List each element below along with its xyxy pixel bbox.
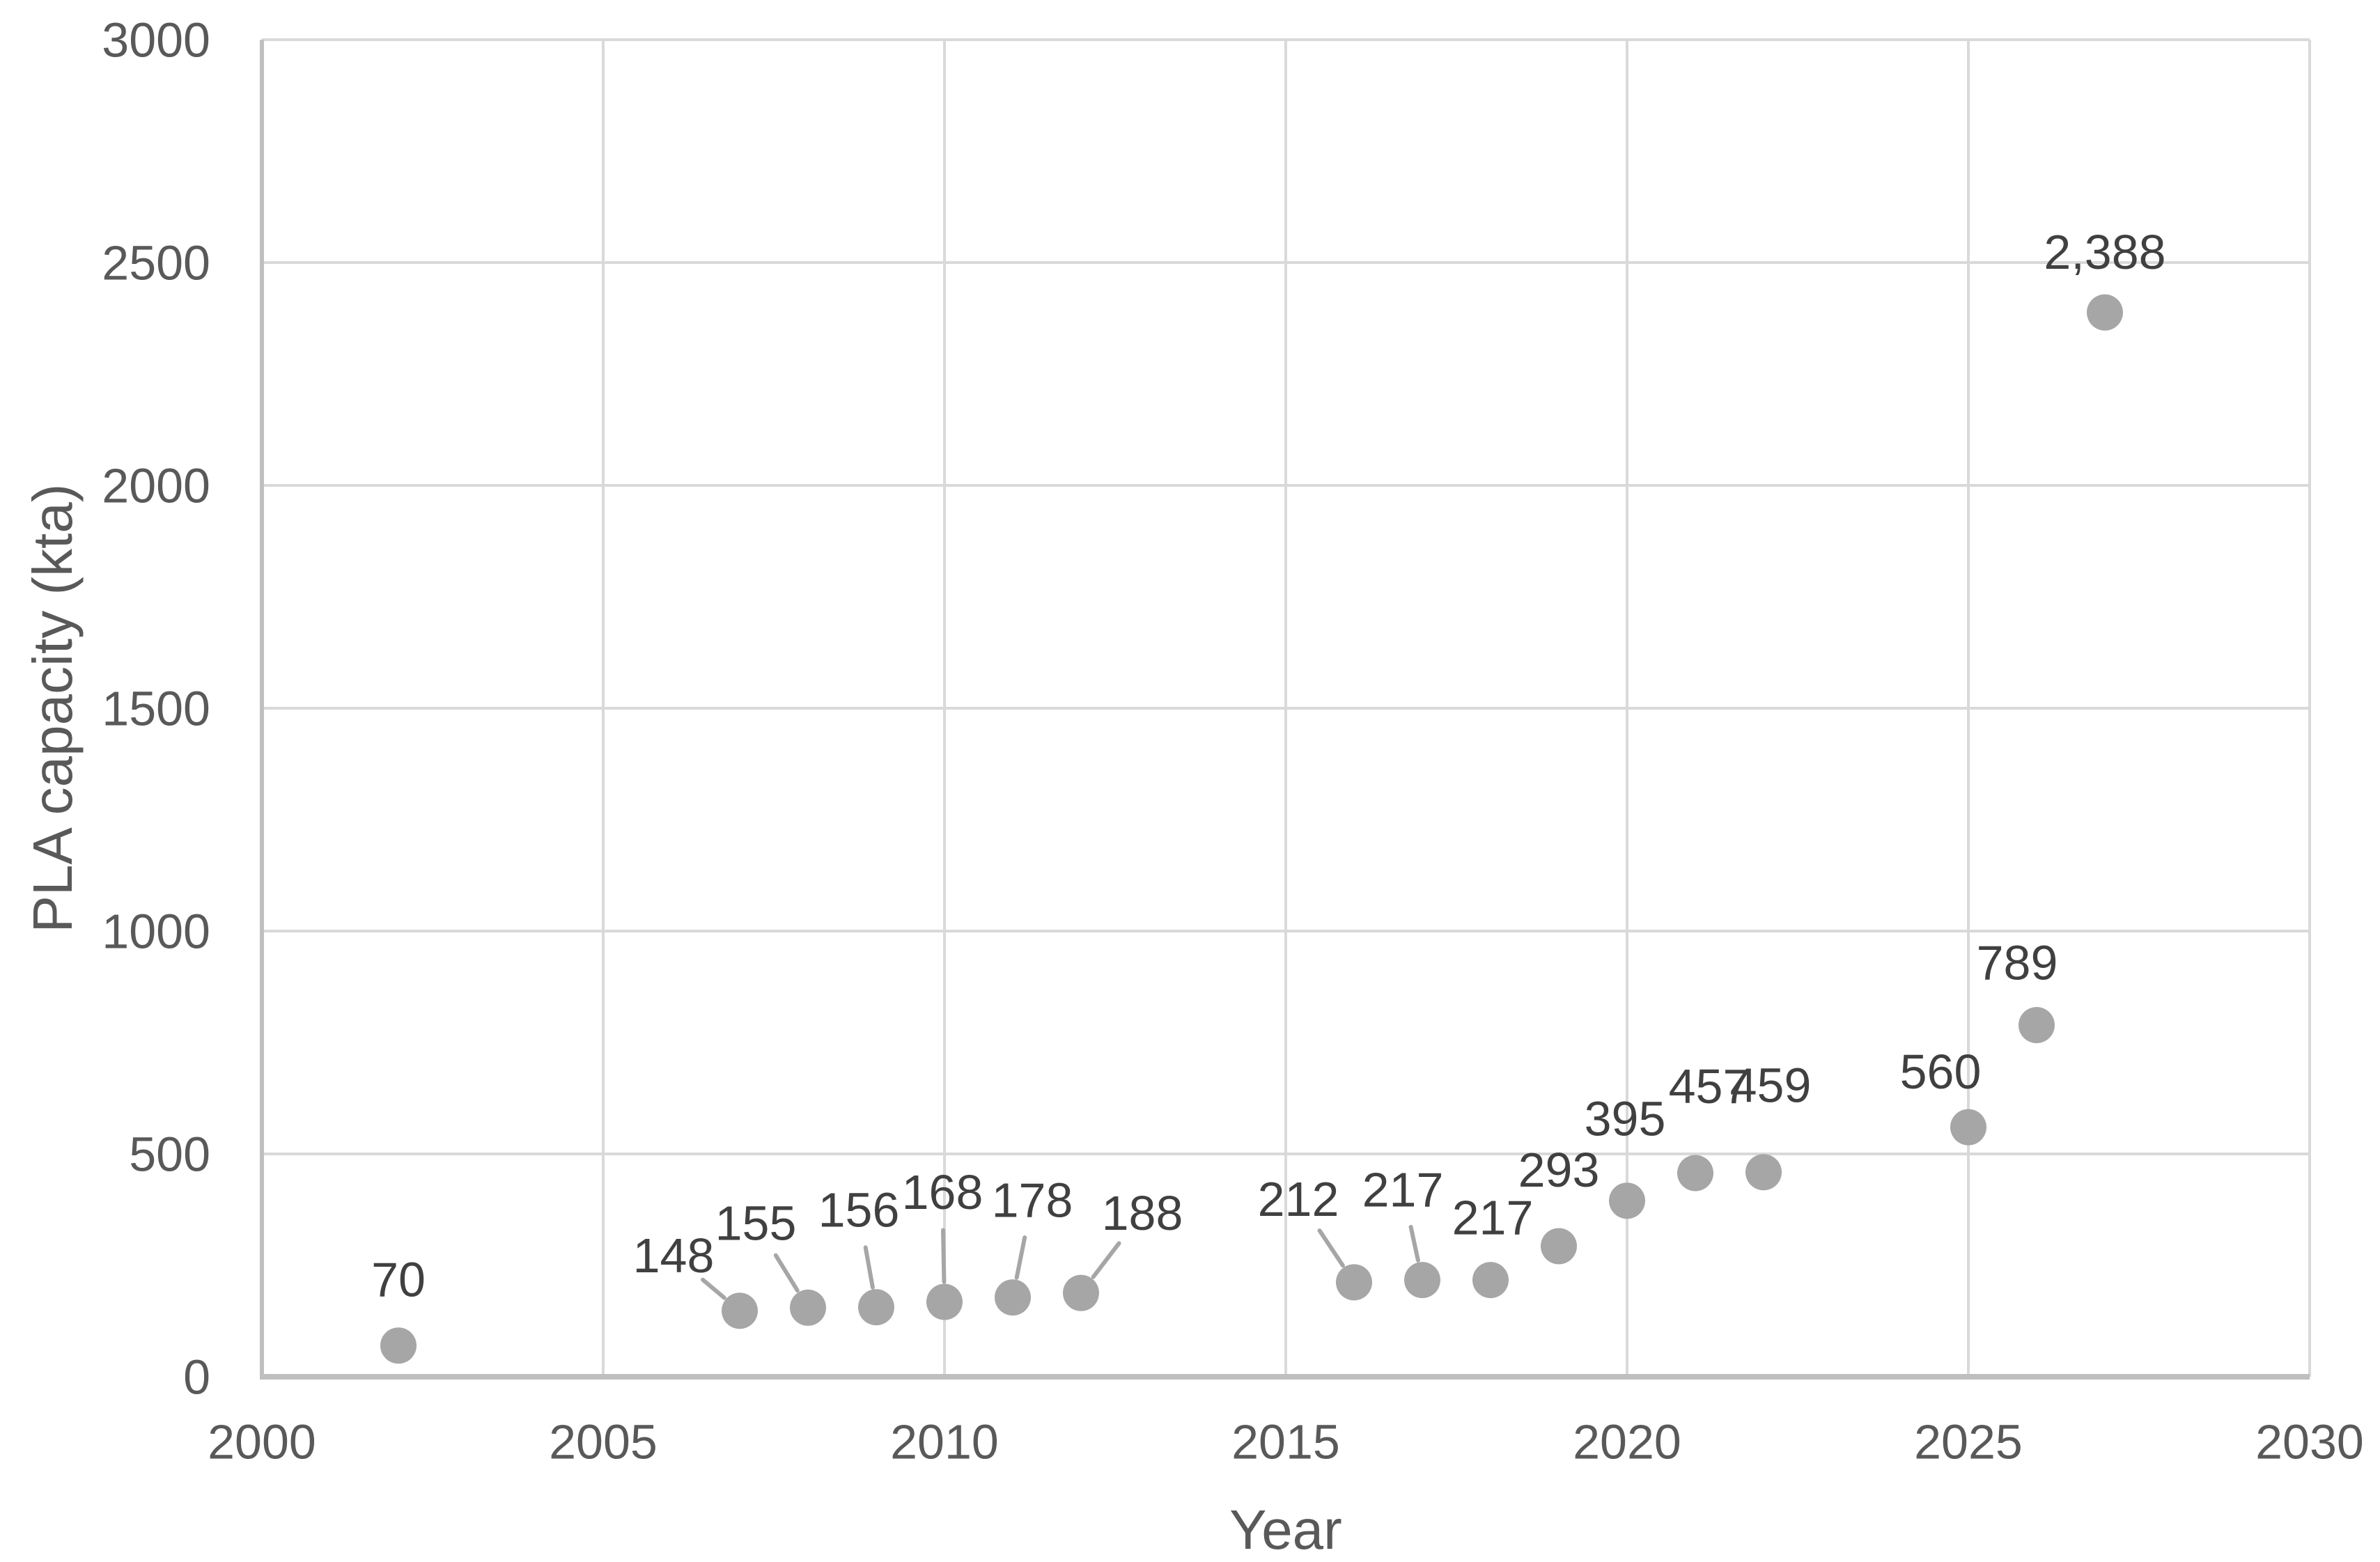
y-axis-tick-label-500: 500 <box>129 1127 210 1182</box>
data-label-2008: 155 <box>715 1196 797 1250</box>
x-axis-tick-label-2015: 2015 <box>1231 1415 1340 1469</box>
data-point-2027 <box>2087 294 2123 331</box>
data-label-2027: 2,388 <box>2044 225 2165 279</box>
data-point-2017 <box>1404 1262 1440 1299</box>
data-point-2026 <box>2019 1007 2055 1044</box>
data-label-2009: 156 <box>818 1183 900 1237</box>
data-label-2011: 178 <box>992 1173 1073 1228</box>
x-axis-tick-label-2030: 2030 <box>2255 1415 2364 1469</box>
data-point-2002 <box>380 1327 417 1364</box>
x-axis-tick-label-2020: 2020 <box>1573 1415 1681 1469</box>
y-axis-title: PLA capacity (kta) <box>22 484 84 933</box>
data-label-2026: 789 <box>1977 936 2058 990</box>
data-point-2008 <box>790 1289 826 1326</box>
y-axis-tick-label-0: 0 <box>183 1350 210 1405</box>
data-label-2010: 168 <box>902 1165 983 1219</box>
data-label-2017: 217 <box>1362 1163 1444 1217</box>
data-label-2012: 188 <box>1102 1186 1183 1240</box>
data-label-2018: 217 <box>1452 1191 1534 1245</box>
data-label-leader-line-2016 <box>1317 1228 1345 1268</box>
data-label-2021: 457 <box>1669 1059 1750 1114</box>
x-axis-title: Year <box>1229 1499 1342 1561</box>
data-label-leader-line-2007 <box>701 1277 726 1300</box>
data-label-leader-line-2009 <box>863 1245 875 1290</box>
data-point-2012 <box>1063 1274 1099 1311</box>
data-label-leader-line-2010 <box>941 1228 947 1284</box>
data-label-2025: 560 <box>1900 1045 1982 1099</box>
data-point-2010 <box>926 1283 963 1320</box>
data-label-2020: 395 <box>1585 1092 1666 1146</box>
data-point-2011 <box>995 1279 1031 1316</box>
x-axis-tick-label-2000: 2000 <box>208 1415 316 1469</box>
data-label-2007: 148 <box>633 1228 715 1283</box>
y-axis-tick-label-1000: 1000 <box>102 905 210 959</box>
y-axis-tick-label-2500: 2500 <box>102 236 210 290</box>
y-axis-tick-label-3000: 3000 <box>102 13 210 68</box>
data-label-2002: 70 <box>371 1253 426 1307</box>
data-point-2020 <box>1609 1182 1645 1219</box>
data-point-2019 <box>1541 1228 1577 1265</box>
data-label-leader-line-2012 <box>1091 1241 1121 1279</box>
data-label-leader-line-2011 <box>1014 1235 1027 1280</box>
y-axis-tick-label-1500: 1500 <box>102 682 210 736</box>
data-label-2016: 212 <box>1258 1172 1339 1226</box>
data-point-2009 <box>858 1289 894 1326</box>
y-axis-tick-label-2000: 2000 <box>102 459 210 513</box>
data-label-2022: 459 <box>1730 1059 1812 1113</box>
x-axis-tick-label-2010: 2010 <box>890 1415 999 1469</box>
data-point-2022 <box>1745 1154 1782 1191</box>
data-point-2016 <box>1336 1264 1372 1301</box>
data-point-2025 <box>1950 1109 1986 1146</box>
data-point-2007 <box>722 1292 758 1329</box>
x-axis-tick-label-2025: 2025 <box>1914 1415 2023 1469</box>
data-point-2021 <box>1677 1155 1713 1192</box>
data-point-2018 <box>1472 1262 1509 1299</box>
x-axis-tick-label-2005: 2005 <box>549 1415 658 1469</box>
data-label-leader-line-2017 <box>1408 1224 1420 1263</box>
data-label-2019: 293 <box>1518 1143 1600 1197</box>
data-label-leader-line-2008 <box>773 1253 800 1293</box>
